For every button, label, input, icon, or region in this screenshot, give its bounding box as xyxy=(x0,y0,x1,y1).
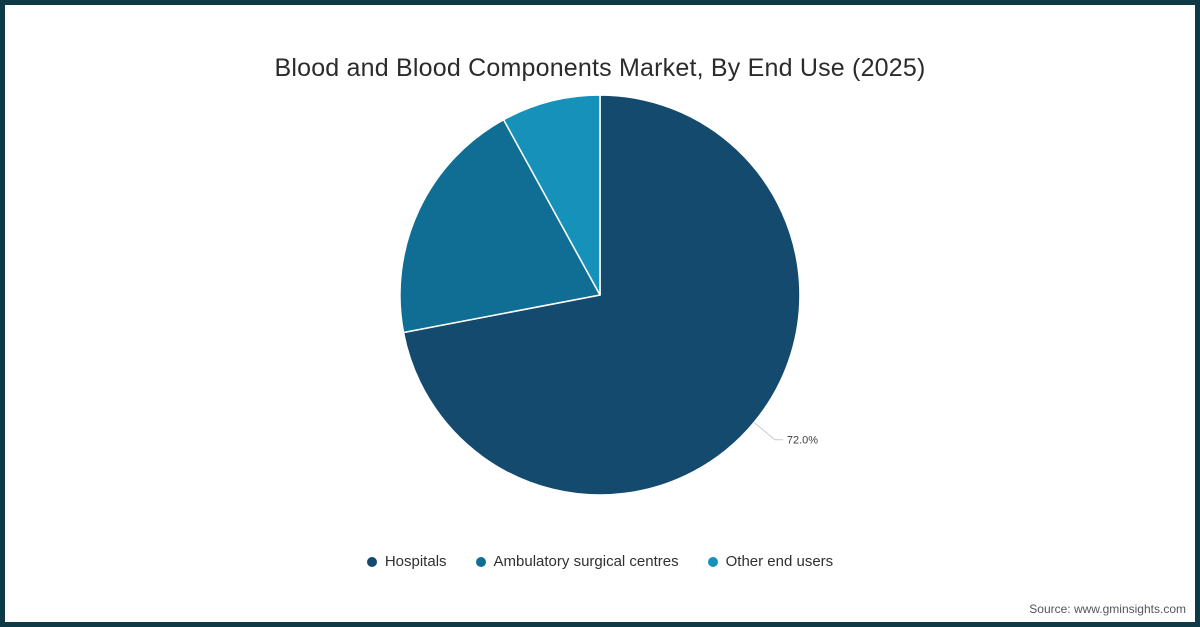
data-label-leader-line xyxy=(753,422,783,441)
pie-slice-hospitals xyxy=(402,94,801,496)
chart-legend: Hospitals Ambulatory surgical centres Othe… xyxy=(5,553,1195,570)
legend-marker-icon xyxy=(366,556,377,567)
legend-marker-icon xyxy=(707,556,718,567)
chart-title: Blood and Blood Components Market, By En… xyxy=(274,54,926,82)
pie-data-label: 72.0% xyxy=(787,435,818,447)
legend-label: Hospitals xyxy=(384,553,447,570)
legend-item-hospitals: Hospitals xyxy=(366,553,447,570)
pie-slice-ambulatory-surgical-centres xyxy=(399,118,601,334)
legend-label: Ambulatory surgical centres xyxy=(493,553,679,570)
legend-item-other-end-users: Other end users xyxy=(707,553,834,570)
pie-slice-other-end-users xyxy=(502,94,601,296)
pie-data-labels: 72.0% xyxy=(753,422,818,447)
legend-label: Other end users xyxy=(725,553,834,570)
source-attribution: Source: www.gminsights.com xyxy=(1029,602,1186,616)
legend-marker-icon xyxy=(475,556,486,567)
pie-slices xyxy=(399,94,801,496)
legend-item-ambulatory-surgical-centres: Ambulatory surgical centres xyxy=(475,553,679,570)
